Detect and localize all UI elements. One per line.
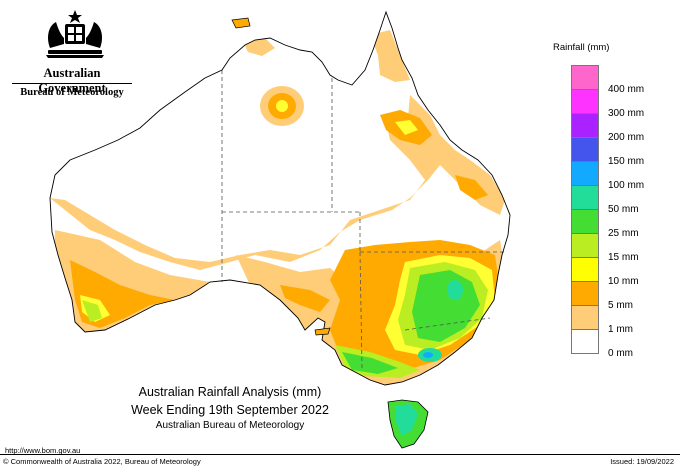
legend-swatch xyxy=(571,281,599,306)
legend-label: 200 mm xyxy=(608,132,645,143)
copyright-text: © Commonwealth of Australia 2022, Bureau… xyxy=(3,457,201,466)
legend-label: 1 mm xyxy=(608,324,633,335)
legend-label: 100 mm xyxy=(608,180,645,191)
legend-label: 150 mm xyxy=(608,156,645,167)
legend-swatch xyxy=(571,329,599,354)
legend-swatch xyxy=(571,257,599,282)
agency-title: Bureau of Meteorology xyxy=(20,87,124,98)
coat-of-arms-icon xyxy=(46,10,104,58)
website-link[interactable]: http://www.bom.gov.au xyxy=(5,446,81,455)
legend-swatch xyxy=(571,233,599,258)
map-source: Australian Bureau of Meteorology xyxy=(155,420,305,431)
legend-label: 50 mm xyxy=(608,204,639,215)
legend-swatch xyxy=(571,137,599,162)
footer-divider xyxy=(0,454,680,455)
legend-swatch xyxy=(571,161,599,186)
legend-swatch xyxy=(571,113,599,138)
map-title: Australian Rainfall Analysis (mm) xyxy=(138,385,322,399)
legend-label: 400 mm xyxy=(608,84,645,95)
legend-label: 300 mm xyxy=(608,108,645,119)
legend-label: 15 mm xyxy=(608,252,639,263)
legend-swatch xyxy=(571,89,599,114)
map-period: Week Ending 19th September 2022 xyxy=(131,403,329,417)
legend-label: 25 mm xyxy=(608,228,639,239)
government-title: Australian Government xyxy=(38,66,106,95)
legend-label: 10 mm xyxy=(608,276,639,287)
legend-title: Rainfall (mm) xyxy=(553,42,610,53)
legend-swatch xyxy=(571,305,599,330)
legend-swatch xyxy=(571,65,599,90)
legend-label: 0 mm xyxy=(608,348,633,359)
rainfall-legend xyxy=(571,65,599,354)
legend-swatch xyxy=(571,185,599,210)
title-divider xyxy=(12,83,132,84)
issued-date: Issued: 19/09/2022 xyxy=(610,457,674,466)
legend-swatch xyxy=(571,209,599,234)
legend-label: 5 mm xyxy=(608,300,633,311)
